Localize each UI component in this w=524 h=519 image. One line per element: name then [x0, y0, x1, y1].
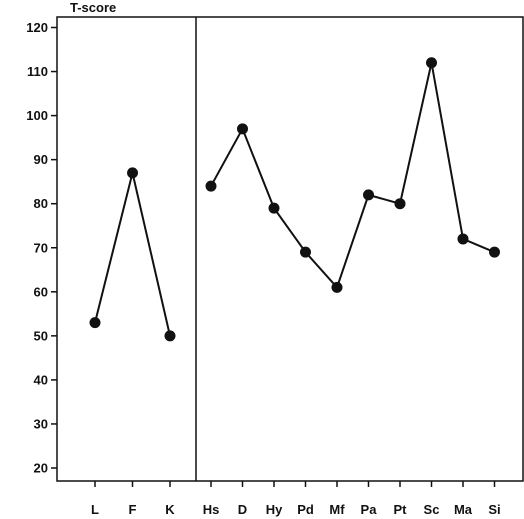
data-point-si [489, 246, 500, 258]
y-tick-label: 30 [34, 416, 48, 431]
data-point-mf [331, 281, 343, 293]
x-tick-label-pt: Pt [394, 502, 408, 517]
y-tick-label: 100 [26, 108, 48, 123]
x-tick-label-d: D [238, 502, 247, 517]
data-point-hy [268, 202, 280, 214]
series-line-panel-1 [94, 172, 171, 337]
x-tick-label-f: F [129, 502, 137, 517]
x-tick-label-sc: Sc [424, 502, 440, 517]
data-point-sc [426, 57, 437, 69]
data-point-pd [300, 246, 311, 258]
chart-title: T-score [70, 0, 116, 15]
y-tick-label: 40 [34, 372, 48, 387]
data-point-d [237, 123, 248, 135]
data-point-pt [394, 198, 406, 210]
y-tick-label: 70 [34, 240, 48, 255]
y-tick-label: 60 [34, 284, 48, 299]
data-point-pa [363, 189, 374, 201]
data-point-l [89, 317, 101, 329]
data-point-ma [457, 233, 469, 245]
x-tick-label-hy: Hy [266, 502, 283, 517]
x-tick-label-si: Si [488, 502, 500, 517]
plot-frame [56, 16, 524, 482]
y-tick-label: 80 [34, 196, 48, 211]
data-point-k [164, 330, 176, 342]
y-tick-label: 110 [27, 64, 48, 79]
y-axis: 20 30 40 50 60 70 80 90 100 110 120 [26, 20, 57, 476]
x-tick-label-ma: Ma [454, 502, 473, 517]
x-tick-label-pa: Pa [361, 502, 378, 517]
x-tick-label-pd: Pd [297, 502, 314, 517]
y-tick-label: 20 [34, 461, 48, 476]
y-tick-label: 120 [26, 20, 48, 35]
data-point-f [127, 167, 138, 179]
y-tick-label: 50 [34, 328, 48, 343]
x-tick-label-mf: Mf [329, 502, 345, 517]
x-tick-label-l: L [91, 502, 99, 517]
data-point-hs [205, 180, 217, 192]
series-line-panel-2 [210, 62, 495, 290]
y-tick-label: 90 [34, 152, 48, 167]
x-tick-label-k: K [165, 502, 175, 517]
x-axis: L F K Hs D Hy Pd Mf Pa Pt Sc Ma Si [91, 481, 501, 517]
x-tick-label-hs: Hs [203, 502, 220, 517]
series [89, 57, 500, 342]
